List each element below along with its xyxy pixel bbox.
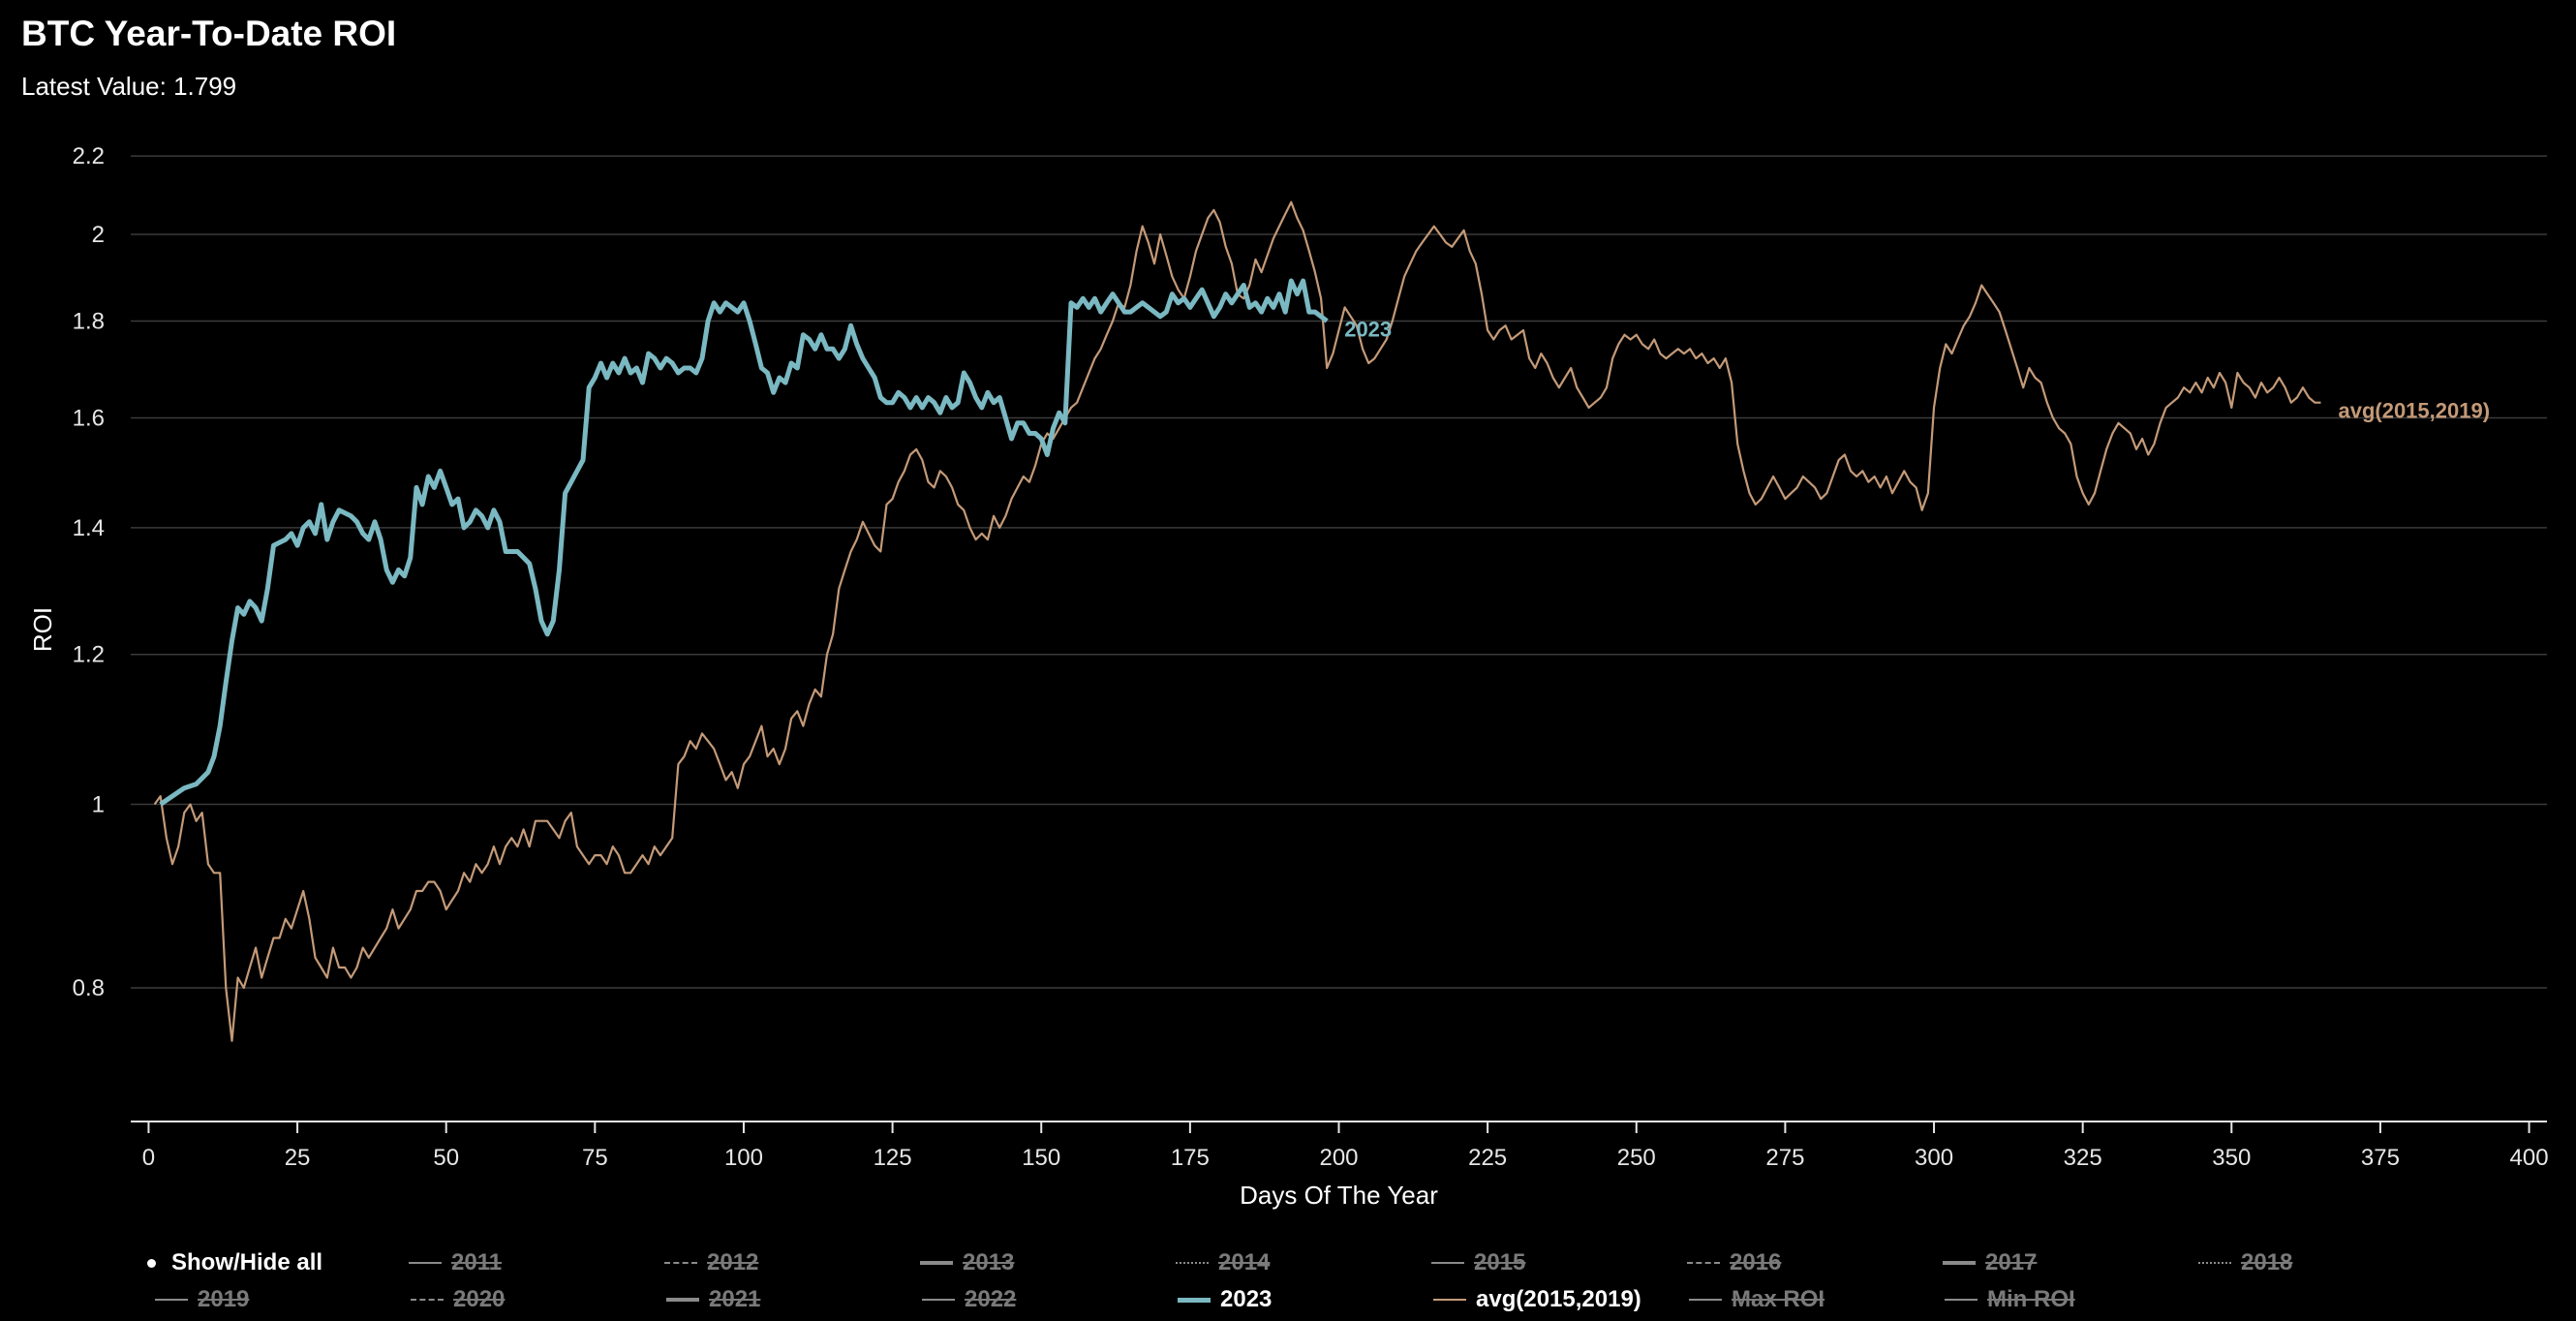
gridlines [131,155,2547,989]
series-line-2023 [159,278,1329,807]
legend-line-swatch-icon [666,1298,699,1302]
x-tick-label: 50 [433,1145,459,1171]
legend-item[interactable]: Max ROI [1689,1286,1945,1313]
legend-item[interactable]: 2011 [409,1249,664,1276]
legend-line-swatch-icon [1176,1262,1209,1264]
legend-line-swatch-icon [411,1299,444,1301]
legend-line-swatch-icon [664,1262,697,1264]
x-tick-label: 75 [582,1145,608,1171]
legend-item[interactable]: 2012 [664,1249,920,1276]
legend-line-swatch-icon [1431,1262,1464,1264]
legend-item[interactable]: 2015 [1431,1249,1687,1276]
legend-line-swatch-icon [922,1299,955,1301]
show-hide-all-label: Show/Hide all [171,1249,323,1275]
x-axis: 0 25 50 75 100 125 150 175 200 225 250 275 300 325 350… [131,1121,2549,1171]
legend-item[interactable]: 2020 [411,1286,666,1313]
legend-line-swatch-icon [155,1299,188,1301]
legend-item[interactable]: 2019 [155,1286,411,1313]
legend-item[interactable]: 2013 [920,1249,1176,1276]
bullet-icon [147,1258,156,1268]
y-tick-label: 1.4 [73,515,105,541]
x-tick-label: 250 [1617,1145,1656,1171]
series-line-avg [153,200,2321,1042]
latest-value-label: Latest Value: 1.799 [21,72,237,101]
legend-item[interactable]: Min ROI [1945,1286,2200,1313]
legend-line-swatch-icon [1945,1299,1978,1301]
x-tick-label: 175 [1171,1145,1210,1171]
legend-label: avg(2015,2019) [1476,1286,1641,1312]
x-tick-label: 200 [1319,1145,1358,1171]
legend-label: 2018 [2241,1249,2293,1275]
legend-item[interactable]: avg(2015,2019) [1433,1286,1689,1313]
series-end-label: 2023 [1344,317,1392,341]
legend: Show/Hide all 2011 2012 2013 2014 2015 2016 201… [147,1244,2528,1318]
x-tick-label: 400 [2510,1145,2549,1171]
legend-item[interactable]: 2022 [922,1286,1178,1313]
y-tick-label: 1.2 [73,642,105,668]
legend-label: 2014 [1218,1249,1271,1275]
legend-label: 2023 [1220,1286,1273,1312]
legend-label: Max ROI [1732,1286,1825,1312]
legend-item[interactable]: 2016 [1687,1249,1943,1276]
legend-row: Show/Hide all 2011 2012 2013 2014 2015 2016 201… [147,1244,2528,1281]
y-tick-label: 1 [92,792,105,818]
x-axis-title: Days Of The Year [1240,1181,1438,1210]
x-tick-label: 25 [285,1145,311,1171]
legend-label: 2011 [451,1249,503,1275]
chart-title: BTC Year-To-Date ROI [21,14,397,53]
legend-item[interactable]: 2014 [1176,1249,1431,1276]
x-tick-label: 100 [724,1145,763,1171]
legend-line-swatch-icon [409,1262,442,1264]
legend-line-swatch-icon [1943,1261,1976,1265]
legend-label: 2016 [1730,1249,1782,1275]
roi-chart: 0.8 1 1.2 1.4 1.6 1.8 2 2.2 0 25 50 75 100 125 150 175… [28,143,2549,1210]
legend-label: 2012 [707,1249,759,1275]
y-tick-label: 1.8 [73,308,105,334]
x-tick-label: 325 [2064,1145,2102,1171]
y-axis-title: ROI [28,607,57,652]
y-axis-ticks: 0.8 1 1.2 1.4 1.6 1.8 2 2.2 [73,143,105,1001]
legend-line-swatch-icon [1689,1299,1722,1301]
legend-label: 2020 [453,1286,506,1312]
legend-line-swatch-icon [1178,1297,1211,1303]
legend-label: 2017 [1985,1249,2038,1275]
series-lines [153,200,2321,1042]
legend-label: 2015 [1474,1249,1526,1275]
y-tick-label: 1.6 [73,405,105,431]
legend-label: Min ROI [1987,1286,2075,1312]
x-tick-label: 125 [874,1145,912,1171]
x-tick-label: 0 [142,1145,155,1171]
legend-item[interactable]: 2017 [1943,1249,2198,1276]
legend-label: 2013 [963,1249,1015,1275]
legend-line-swatch-icon [920,1261,953,1265]
series-end-label: avg(2015,2019) [2338,399,2490,423]
y-tick-label: 2.2 [73,143,105,169]
legend-label: 2019 [198,1286,250,1312]
legend-line-swatch-icon [1433,1299,1466,1301]
y-tick-label: 2 [92,222,105,248]
legend-item[interactable]: 2021 [666,1286,922,1313]
legend-item[interactable]: 2023 [1178,1286,1433,1313]
legend-item[interactable]: 2018 [2198,1249,2454,1276]
legend-label: 2022 [965,1286,1017,1312]
x-tick-label: 225 [1468,1145,1507,1171]
x-tick-label: 350 [2212,1145,2251,1171]
legend-row: 2019 2020 2021 2022 2023 avg(2015,2019) Max RO… [155,1281,2528,1318]
x-tick-label: 375 [2361,1145,2400,1171]
legend-line-swatch-icon [2198,1262,2231,1264]
series-end-labels: avg(2015,2019) 2023 [1344,317,2490,422]
legend-label: 2021 [709,1286,761,1312]
show-hide-all-toggle[interactable]: Show/Hide all [136,1249,387,1276]
x-tick-label: 150 [1022,1145,1060,1171]
x-tick-label: 300 [1915,1145,1953,1171]
x-tick-label: 275 [1765,1145,1804,1171]
legend-line-swatch-icon [1687,1262,1720,1264]
y-tick-label: 0.8 [73,975,105,1001]
